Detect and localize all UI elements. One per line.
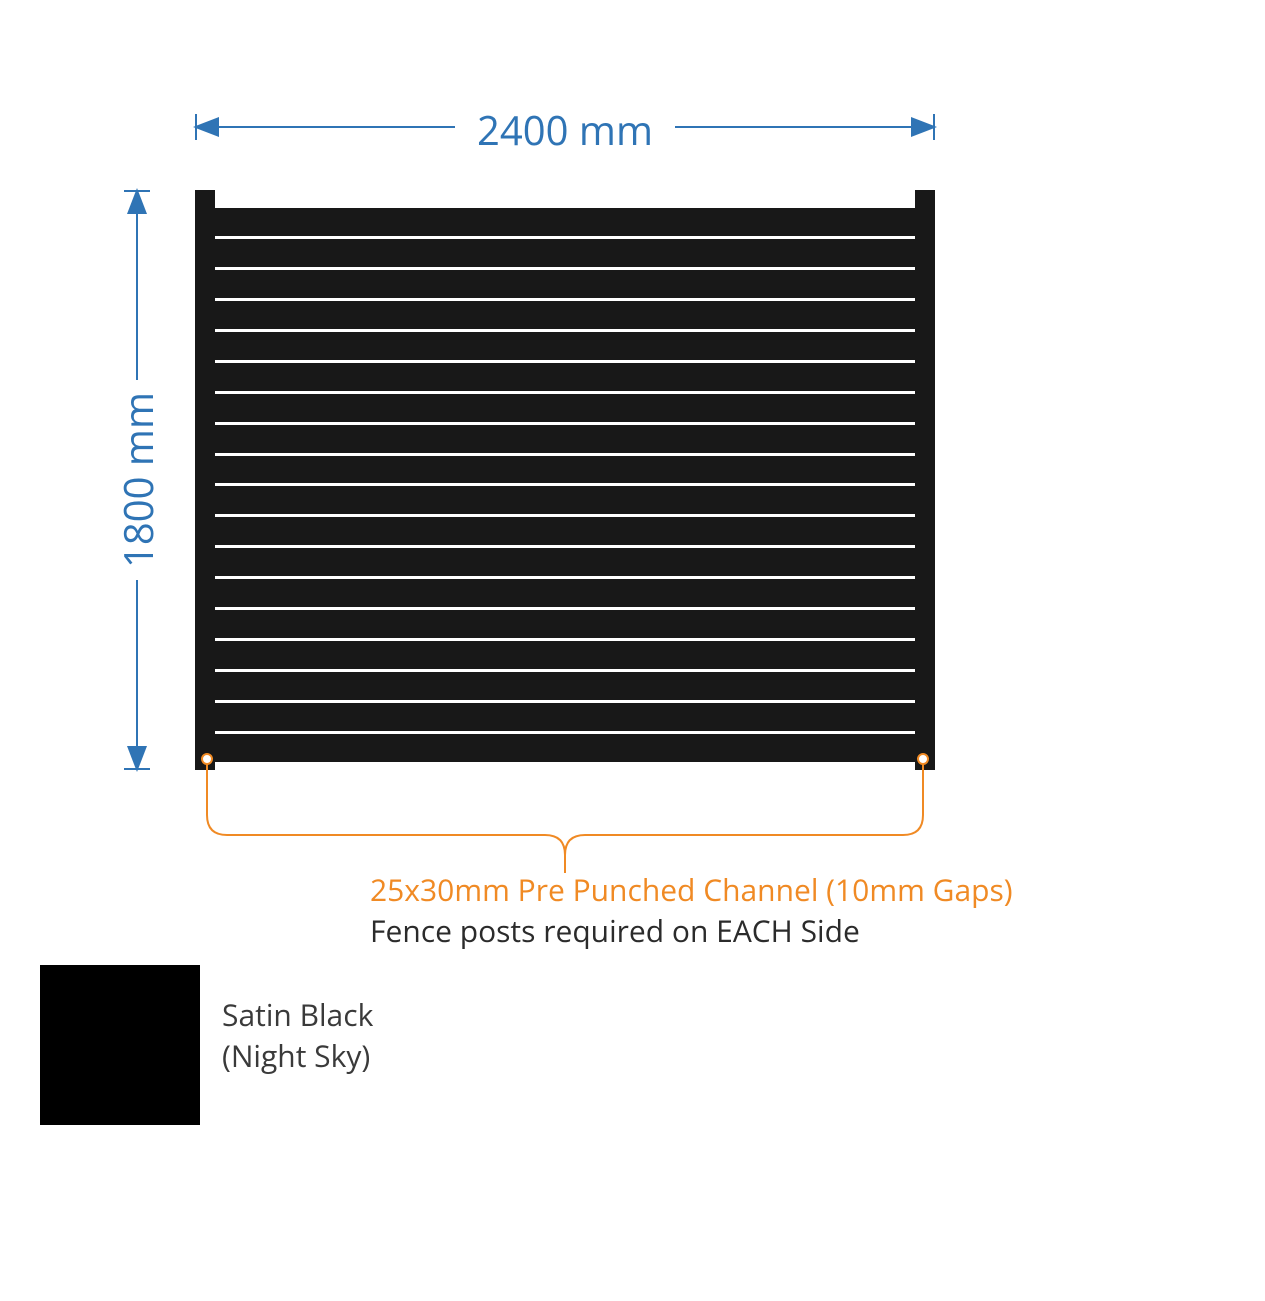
fence-panel [195,190,935,770]
dim-width-line [195,126,455,128]
dimension-width: 2400 mm [195,98,935,158]
dim-width-line [675,126,935,128]
fence-slat [215,579,915,607]
fence-slat [215,270,915,298]
fence-slat [215,301,915,329]
fence-slat [215,486,915,514]
arrow-down-icon [127,746,147,772]
dim-height-line [136,580,138,770]
fence-slat [215,548,915,576]
fence-slat [215,363,915,391]
fence-post-left [195,190,215,770]
fence-slat [215,332,915,360]
fence-slat [215,456,915,484]
swatch-name-line1: Satin Black [222,995,373,1036]
color-swatch-label: Satin Black (Night Sky) [222,965,373,1076]
fence-slat [215,425,915,453]
fence-slat [215,610,915,638]
fence-slat [215,239,915,267]
fence-slat [215,672,915,700]
callout-post-note: Fence posts required on EACH Side [370,911,1170,952]
callout-leader [195,755,935,875]
color-swatch-block: Satin Black (Night Sky) [40,965,373,1125]
swatch-name-line2: (Night Sky) [222,1036,373,1077]
fence-slat [215,394,915,422]
fence-slat [215,517,915,545]
fence-slat [215,703,915,731]
fence-slat-area [215,190,915,770]
diagram-stage: 2400 mm 1800 mm 25x30mm Pre Punched Chan… [0,0,1265,1301]
arrow-left-icon [193,117,219,137]
fence-slat [215,208,915,236]
dimension-width-label: 2400 mm [467,102,663,157]
fence-slat [215,641,915,669]
color-swatch [40,965,200,1125]
arrow-up-icon [127,188,147,214]
arrow-right-icon [911,117,937,137]
dim-height-line [136,190,138,380]
fence-post-right [915,190,935,770]
dimension-height-label: 1800 mm [110,382,165,578]
dimension-height: 1800 mm [108,190,168,770]
callout-channel-spec: 25x30mm Pre Punched Channel (10mm Gaps) [370,870,1170,911]
callout-text: 25x30mm Pre Punched Channel (10mm Gaps) … [370,870,1170,951]
